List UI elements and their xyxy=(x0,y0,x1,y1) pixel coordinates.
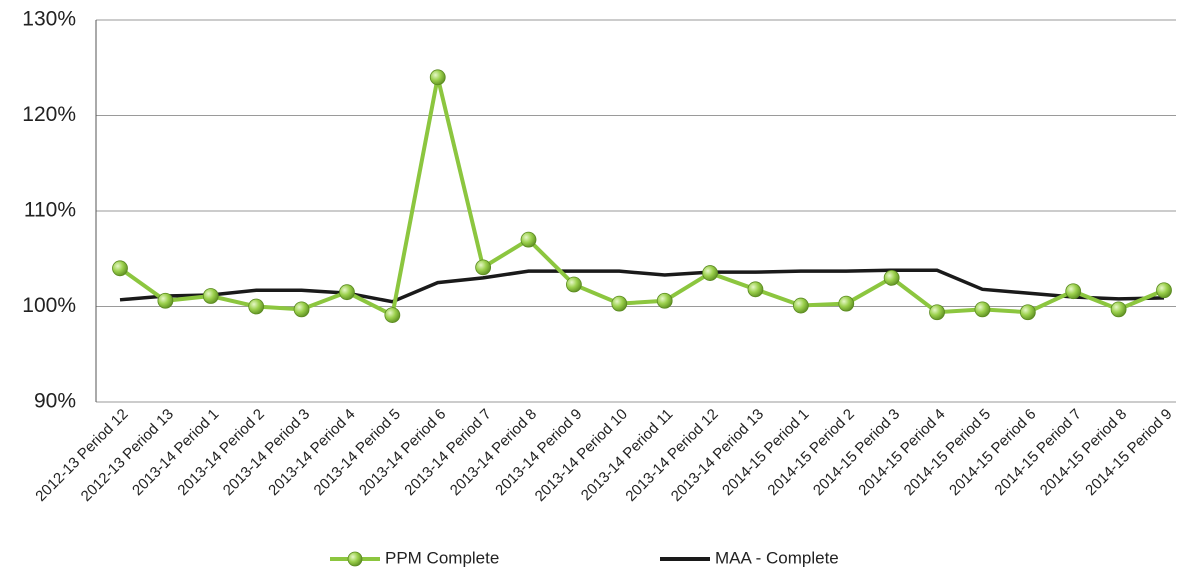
y-tick-label: 100% xyxy=(22,294,76,317)
marker xyxy=(429,69,446,86)
marker xyxy=(1156,282,1172,299)
marker xyxy=(475,259,492,276)
marker xyxy=(157,292,174,309)
marker xyxy=(202,288,219,304)
series-line xyxy=(119,268,1165,304)
marker xyxy=(1065,283,1082,300)
marker xyxy=(1110,301,1127,318)
series-line xyxy=(118,76,1165,319)
marker xyxy=(974,301,991,318)
x-tick-label: 2014-15 Period 9 xyxy=(1082,406,1175,499)
marker xyxy=(566,276,582,293)
y-tick-label: 110% xyxy=(24,199,76,222)
legend-label: MAA - Complete xyxy=(715,548,839,567)
y-tick-label: 120% xyxy=(22,103,76,126)
marker xyxy=(747,281,764,298)
legend-label: PPM Complete xyxy=(385,548,499,567)
marker xyxy=(702,265,718,281)
marker xyxy=(520,231,537,248)
marker xyxy=(339,284,355,301)
marker xyxy=(838,295,855,312)
marker xyxy=(792,297,809,314)
marker xyxy=(293,301,310,318)
legend-marker xyxy=(347,551,363,567)
marker xyxy=(656,292,673,309)
marker xyxy=(929,304,945,321)
y-tick-label: 130% xyxy=(22,8,76,31)
marker xyxy=(611,295,628,312)
y-tick-label: 90% xyxy=(34,390,76,413)
marker xyxy=(112,260,128,277)
marker xyxy=(248,298,265,315)
marker xyxy=(384,307,401,323)
marker xyxy=(1019,304,1036,321)
marker xyxy=(883,269,900,286)
